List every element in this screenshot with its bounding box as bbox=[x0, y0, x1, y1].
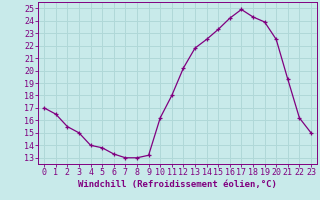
X-axis label: Windchill (Refroidissement éolien,°C): Windchill (Refroidissement éolien,°C) bbox=[78, 180, 277, 189]
